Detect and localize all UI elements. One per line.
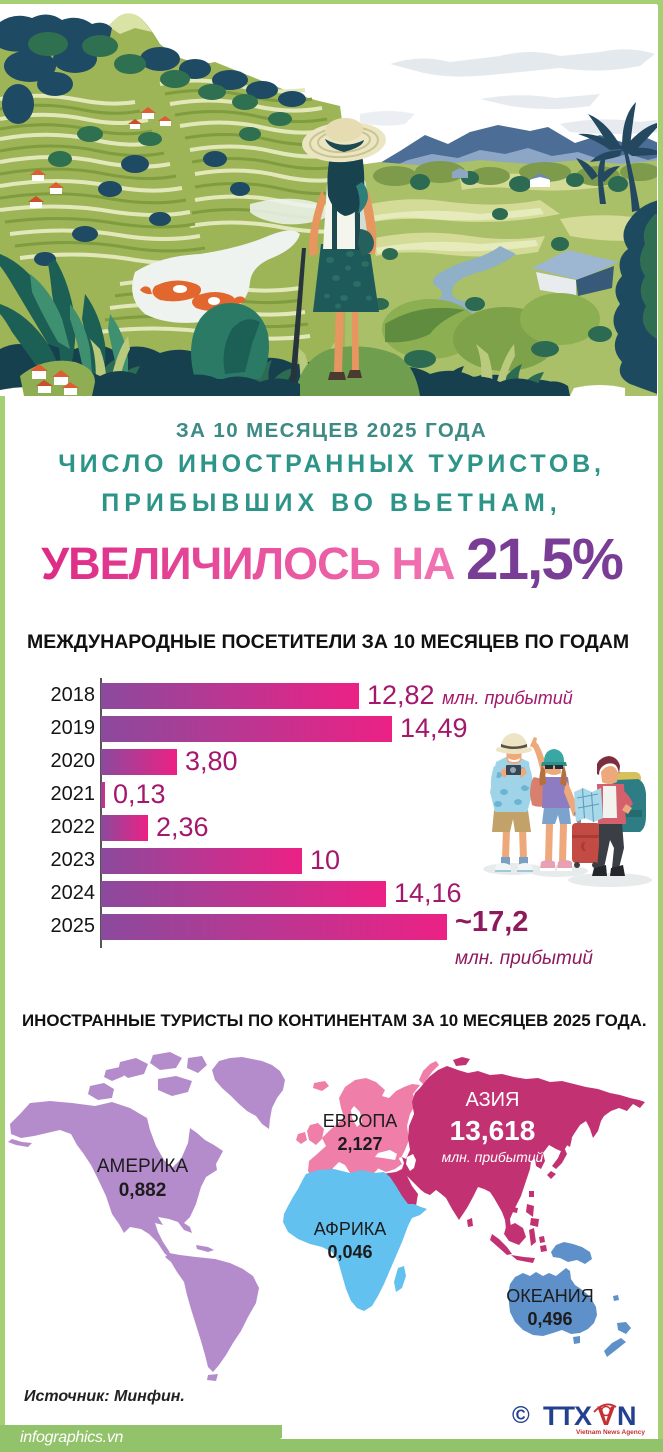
svg-text:Vietnam News Agency: Vietnam News Agency xyxy=(576,1429,645,1436)
svg-text:©: © xyxy=(512,1402,530,1429)
svg-text:TTX: TTX xyxy=(543,1401,592,1431)
svg-text:N: N xyxy=(617,1401,637,1431)
